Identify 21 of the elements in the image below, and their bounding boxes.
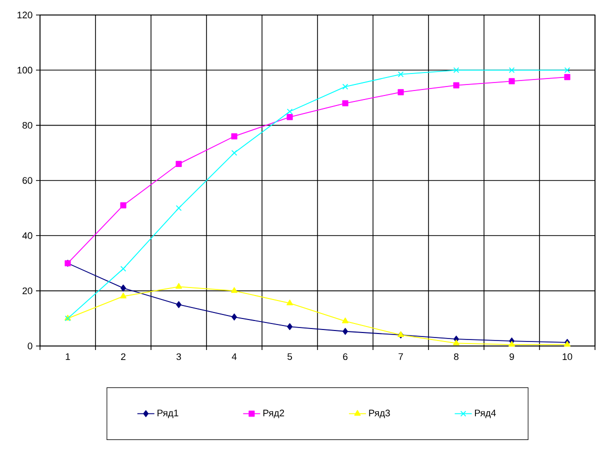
legend-label: Ряд3	[369, 410, 390, 418]
x-tick-label: 8	[454, 353, 458, 360]
legend-label: Ряд1	[158, 410, 178, 418]
y-tick-label: 40	[22, 232, 32, 240]
y-tick-label: 100	[18, 66, 32, 74]
y-tick-label: 20	[22, 287, 32, 294]
x-tick-label: 1	[66, 353, 70, 360]
y-tick-label: 120	[18, 12, 32, 18]
x-tick-label: 9	[510, 353, 514, 360]
legend-label: Ряд2	[263, 410, 284, 418]
y-tick-label: 80	[22, 122, 32, 129]
x-tick-label: 10	[562, 353, 572, 360]
legend-label: Ряд4	[474, 410, 496, 418]
x-tick-label: 5	[288, 353, 292, 360]
x-tick-label: 7	[398, 353, 403, 360]
x-tick-label: 2	[121, 353, 126, 360]
x-tick-label: 3	[176, 353, 181, 360]
x-tick-label: 6	[343, 353, 348, 360]
y-tick-label: 0	[28, 342, 32, 350]
y-tick-label: 60	[22, 177, 32, 184]
x-tick-label: 4	[232, 353, 237, 360]
